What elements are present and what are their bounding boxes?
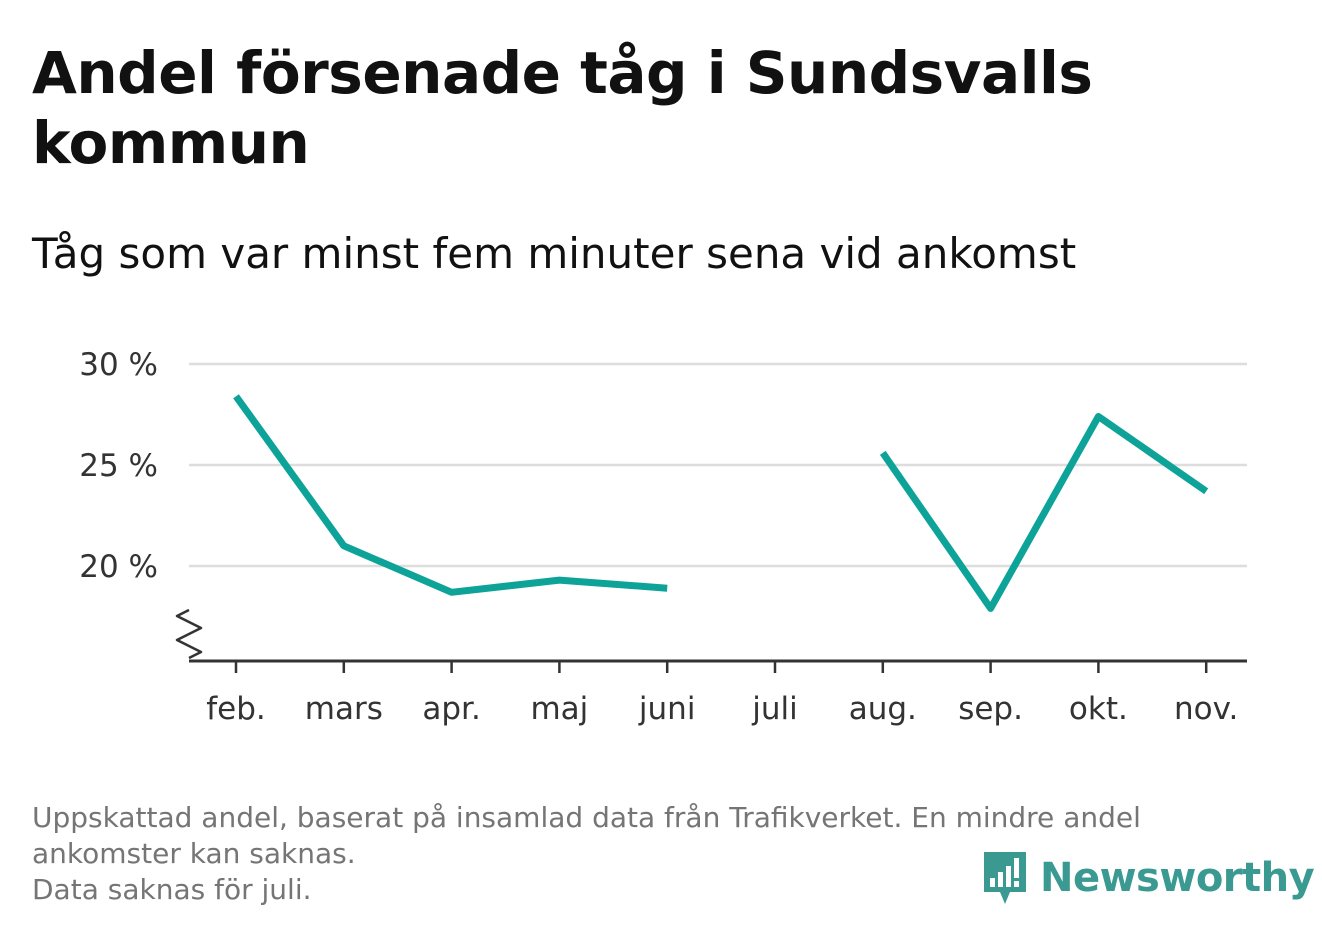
y-tick-label: 20 % [79, 549, 158, 585]
y-tick-label: 30 % [79, 347, 158, 383]
x-tick-label: apr. [422, 691, 480, 727]
x-tick-label: aug. [849, 691, 917, 727]
y-tick-label: 25 % [79, 448, 158, 484]
x-tick-label: feb. [206, 691, 266, 727]
gridlines [189, 362, 1247, 568]
x-tick-label: okt. [1069, 691, 1128, 727]
axis-break-icon [175, 608, 203, 660]
series-line [233, 394, 1209, 612]
series-line-segment [879, 413, 1209, 612]
x-tick-label: maj [530, 691, 588, 727]
footnote-line-1: Uppskattad andel, baserat på insamlad da… [32, 801, 1141, 834]
x-axis-ticks: feb. mars apr. maj juni juli aug. sep. okt. nov. [206, 661, 1238, 727]
newsworthy-logo-icon [984, 852, 1026, 904]
y-axis-ticks: 20 % 25 % 30 % [79, 347, 158, 585]
series-line-segment [233, 394, 668, 596]
x-tick-label: juli [751, 691, 798, 727]
brand-name: Newsworthy [1040, 855, 1315, 901]
footnote-line-2: ankomster kan saknas. [32, 837, 356, 870]
x-tick-label: juni [638, 691, 696, 727]
footnote-line-3: Data saknas för juli. [32, 873, 312, 906]
x-tick-label: sep. [958, 691, 1023, 727]
brand-logo: Newsworthy [980, 848, 1315, 908]
chart-subtitle: Tåg som var minst fem minuter sena vid a… [32, 229, 1077, 278]
x-tick-label: nov. [1174, 691, 1238, 727]
line-chart: 20 % 25 % 30 % feb. mars apr. maj juni juli aug.… [79, 347, 1247, 727]
x-axis [175, 608, 1247, 663]
x-tick-label: mars [305, 691, 383, 727]
chart-title: Andel försenade tåg i Sundsvalls kommun [32, 39, 1093, 177]
footnote: Uppskattad andel, baserat på insamlad da… [32, 800, 1282, 908]
